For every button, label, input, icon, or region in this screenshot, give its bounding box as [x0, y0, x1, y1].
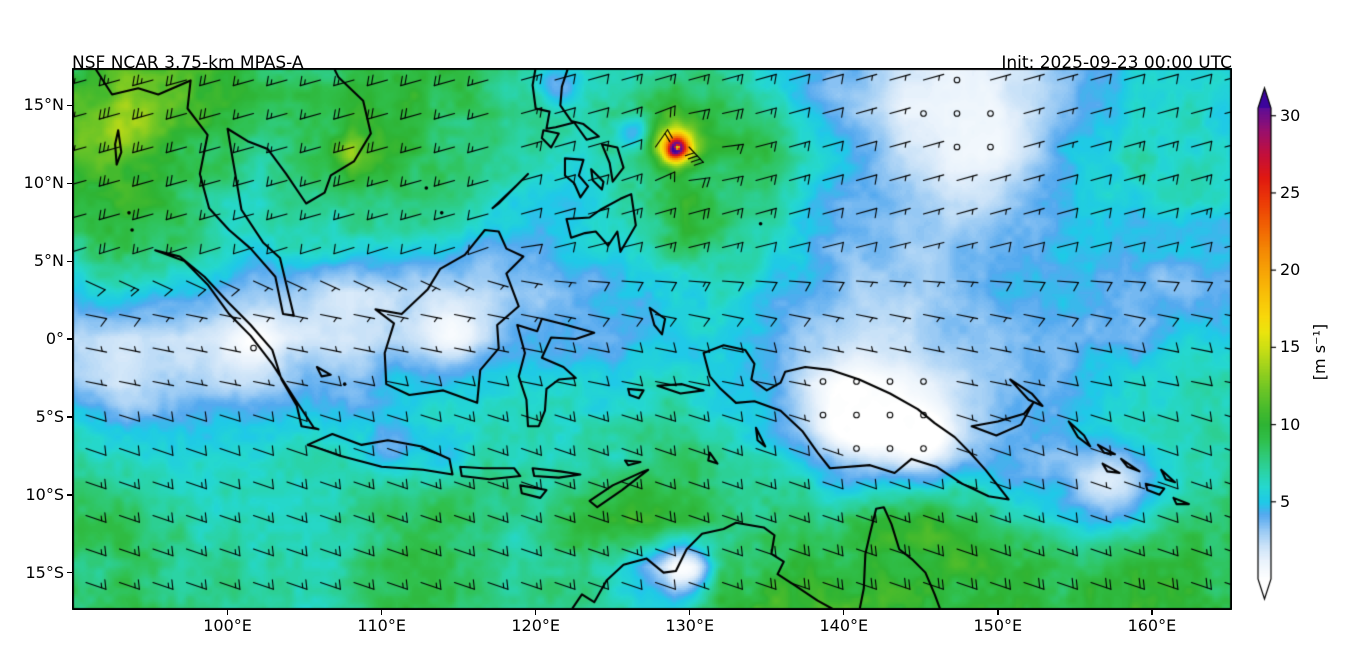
colorbar-tick-label: 10 [1280, 414, 1301, 434]
colorbar-tick-label: 30 [1280, 105, 1301, 125]
y-tick-mark [67, 572, 72, 574]
x-tick-label: 130°E [665, 616, 715, 635]
y-tick-label: 15°S [25, 562, 64, 582]
colorbar-tick-label: 5 [1280, 491, 1291, 511]
colorbar-tick-label: 20 [1280, 260, 1301, 280]
colorbar [1252, 86, 1296, 616]
x-tick-label: 150°E [973, 616, 1023, 635]
y-tick-label: 5°N [33, 251, 64, 271]
y-tick-label: 5°S [35, 406, 64, 426]
colorbar-label: [m s⁻¹] [1310, 323, 1329, 381]
x-tick-mark [1151, 610, 1153, 615]
x-tick-mark [226, 610, 229, 615]
x-tick-mark [843, 610, 845, 615]
x-tick-mark [689, 610, 691, 615]
y-tick-label: 10°S [25, 484, 64, 504]
y-tick-mark [67, 182, 72, 185]
colorbar-tick-label: 25 [1280, 182, 1301, 202]
x-tick-label: 110°E [357, 616, 406, 635]
x-tick-label: 160°E [1127, 616, 1177, 635]
x-tick-mark [997, 610, 999, 615]
y-tick-mark [67, 104, 72, 107]
y-tick-label: 15°N [23, 95, 64, 115]
y-tick-label: 0° [45, 329, 64, 348]
y-tick-mark [67, 260, 72, 262]
x-tick-label: 120°E [511, 616, 561, 635]
y-tick-mark [67, 338, 72, 340]
x-tick-label: 100°E [203, 616, 252, 635]
wind-map-canvas [72, 68, 1232, 610]
x-tick-label: 140°E [819, 616, 869, 635]
colorbar-tick-label: 15 [1280, 337, 1301, 357]
x-tick-mark [380, 610, 383, 615]
y-tick-mark [67, 416, 72, 418]
x-tick-mark [534, 610, 537, 615]
y-tick-mark [67, 494, 72, 496]
y-tick-label: 10°N [23, 173, 64, 193]
